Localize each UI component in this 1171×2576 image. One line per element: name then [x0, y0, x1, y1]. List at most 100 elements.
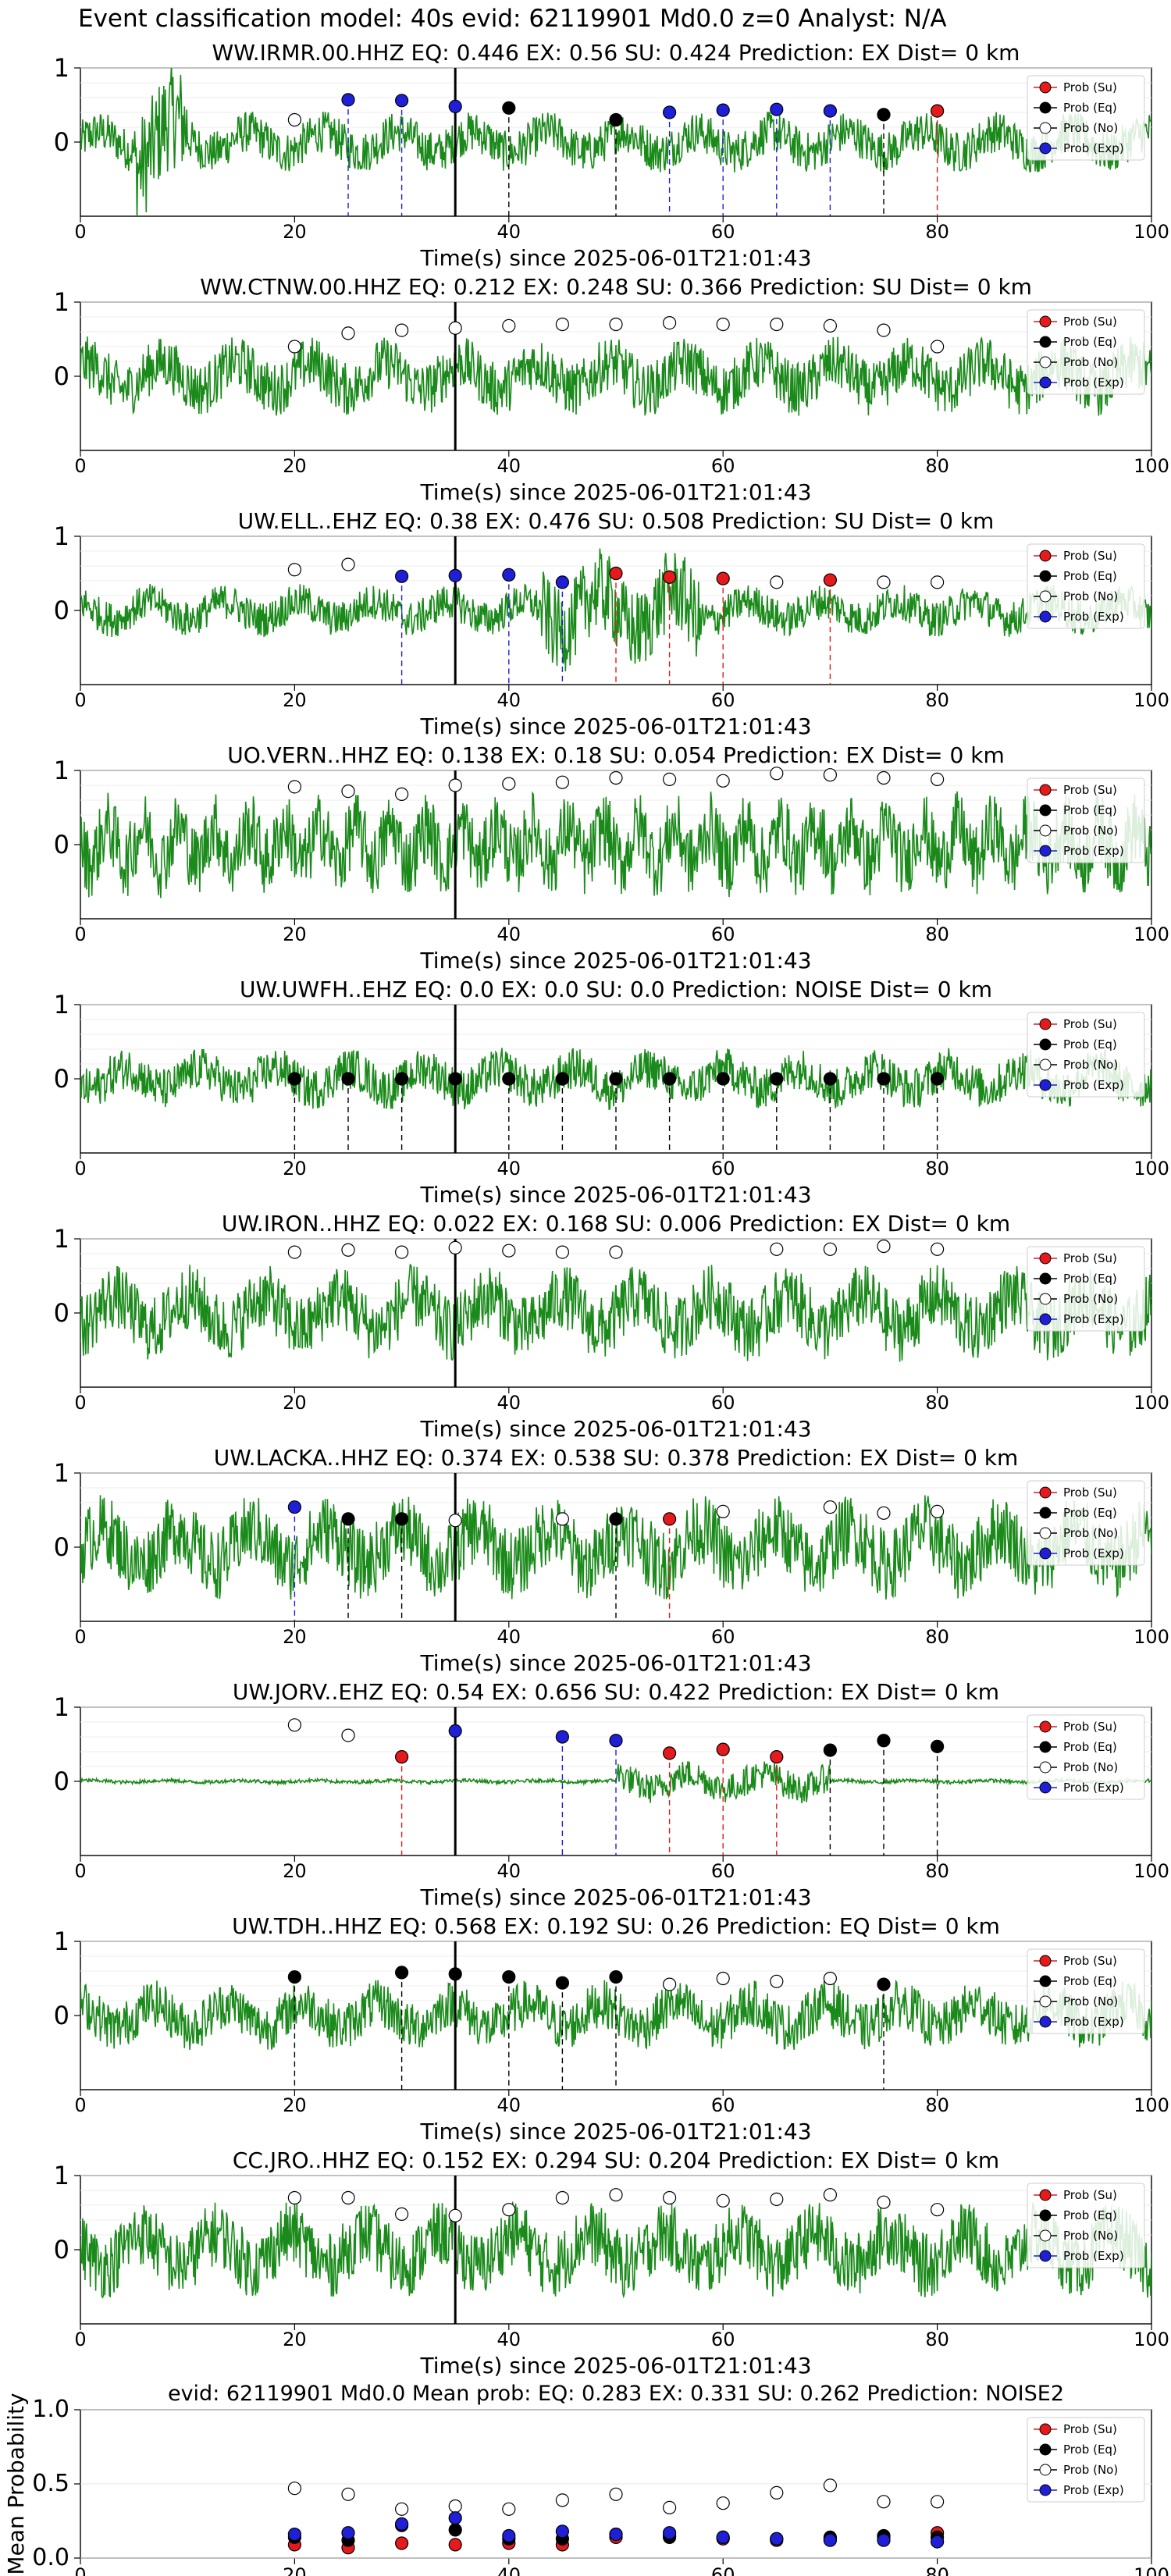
legend-label: Prob (Exp)	[1063, 2015, 1124, 2029]
legend-label: Prob (Su)	[1063, 1251, 1117, 1265]
x-tick-label: 100	[1134, 455, 1169, 477]
x-tick-label: 60	[711, 1860, 735, 1882]
legend-marker	[1039, 824, 1052, 837]
legend-label: Prob (No)	[1063, 121, 1118, 135]
mean-prob-point	[448, 2499, 462, 2514]
y-tick-label: 1	[54, 1927, 69, 1956]
probability-point	[448, 1072, 462, 1086]
probability-point	[394, 569, 409, 583]
x-tick-label: 100	[1134, 221, 1169, 243]
probability-point	[770, 575, 784, 589]
x-tick-label: 20	[283, 1860, 307, 1882]
probability-point	[502, 2203, 516, 2217]
x-tick-label: 60	[711, 1158, 735, 1179]
legend-marker	[1039, 550, 1052, 562]
legend-box	[1027, 2183, 1145, 2268]
legend-label: Prob (Exp)	[1063, 844, 1124, 858]
y-tick-label: 1	[54, 521, 69, 551]
probability-point	[877, 1506, 891, 1520]
y-tick-label: 1	[54, 287, 69, 317]
probability-point	[770, 2192, 784, 2206]
probability-point	[502, 1970, 516, 1984]
probability-point	[823, 768, 838, 782]
probability-point	[716, 1072, 730, 1086]
x-tick-label: 60	[711, 689, 735, 711]
legend-label: Prob (No)	[1063, 355, 1118, 369]
probability-point	[448, 568, 462, 582]
legend-marker	[1039, 590, 1052, 603]
probability-point	[877, 2195, 891, 2209]
x-tick-label: 0	[74, 1626, 86, 1648]
y-tick-label: 1.0	[32, 2396, 69, 2423]
waveform-trace	[80, 68, 1151, 216]
legend-marker	[1039, 1720, 1052, 1733]
legend-label: Prob (No)	[1063, 1292, 1118, 1306]
mean-prob-point	[287, 2528, 301, 2542]
x-tick-label: 100	[1134, 2329, 1169, 2350]
x-tick-label: 0	[74, 2094, 86, 2116]
probability-point	[609, 1245, 623, 1259]
x-axis-label: Time(s) since 2025-06-01T21:01:43	[419, 245, 811, 271]
legend-label: Prob (Eq)	[1063, 803, 1117, 817]
x-tick-label: 40	[497, 923, 521, 945]
x-axis-label: Time(s) since 2025-06-01T21:01:43	[419, 479, 811, 505]
probability-point	[609, 1072, 623, 1086]
y-tick-label: 0.5	[32, 2470, 69, 2497]
probability-point	[287, 112, 301, 127]
subplot-6: UW.IRON..HHZ EQ: 0.022 EX: 0.168 SU: 0.0…	[54, 1211, 1169, 1442]
legend-box	[1027, 75, 1145, 161]
legend-label: Prob (Eq)	[1063, 569, 1117, 583]
mean-prob-point	[716, 2496, 730, 2510]
x-tick-label: 0	[74, 1158, 86, 1179]
probability-point	[555, 2190, 570, 2205]
x-tick-label: 20	[283, 2094, 307, 2116]
x-tick-label: 0	[74, 689, 86, 711]
legend-label: Prob (Exp)	[1063, 610, 1124, 624]
mean-prob-point	[930, 2535, 945, 2549]
legend-label: Prob (Eq)	[1063, 2443, 1117, 2457]
subplot-title: WW.IRMR.00.HHZ EQ: 0.446 EX: 0.56 SU: 0.…	[212, 40, 1020, 66]
legend-box	[1027, 1948, 1145, 2034]
probability-point	[341, 1512, 355, 1526]
legend-label: Prob (Eq)	[1063, 335, 1117, 349]
x-tick-label: 40	[497, 689, 521, 711]
figure-suptitle: Event classification model: 40s evid: 62…	[78, 5, 947, 33]
probability-point	[930, 1504, 945, 1519]
y-tick-label: 0	[54, 127, 69, 157]
x-tick-label: 40	[497, 2094, 521, 2116]
legend-marker	[1039, 2016, 1052, 2028]
x-tick-label: 100	[1134, 1158, 1169, 1179]
legend-label: Prob (No)	[1063, 824, 1118, 838]
probability-point	[662, 570, 677, 584]
legend-label: Prob (Su)	[1063, 783, 1117, 797]
mean-prob-point	[341, 2487, 355, 2501]
legend-box	[1027, 1012, 1145, 1098]
legend-label: Prob (Exp)	[1063, 1781, 1124, 1795]
x-tick-label: 80	[925, 689, 949, 711]
probability-point	[555, 1512, 570, 1526]
mean-prob-point	[502, 2528, 516, 2543]
y-tick-label: 0	[54, 2001, 69, 2030]
legend-label: Prob (Eq)	[1063, 2208, 1117, 2222]
probability-point	[877, 323, 891, 337]
mean-prob-point	[823, 2533, 838, 2547]
probability-point	[448, 99, 462, 113]
probability-point	[930, 340, 945, 354]
x-tick-label: 80	[925, 2094, 949, 2116]
legend-marker	[1039, 1741, 1052, 1753]
probability-point	[448, 321, 462, 335]
probability-point	[609, 566, 623, 581]
x-tick-label: 40	[497, 2564, 521, 2576]
legend-label: Prob (Eq)	[1063, 1974, 1117, 1988]
x-tick-label: 100	[1134, 2094, 1169, 2116]
probability-point	[716, 103, 730, 117]
x-tick-label: 100	[1134, 2564, 1169, 2576]
legend-label: Prob (Su)	[1063, 80, 1117, 94]
probability-point	[770, 1750, 784, 1764]
legend-marker	[1039, 2484, 1052, 2496]
probability-point	[394, 1750, 409, 1764]
x-tick-label: 100	[1134, 1626, 1169, 1648]
x-tick-label: 20	[283, 221, 307, 243]
probability-point	[341, 1243, 355, 1257]
probability-point	[502, 777, 516, 791]
